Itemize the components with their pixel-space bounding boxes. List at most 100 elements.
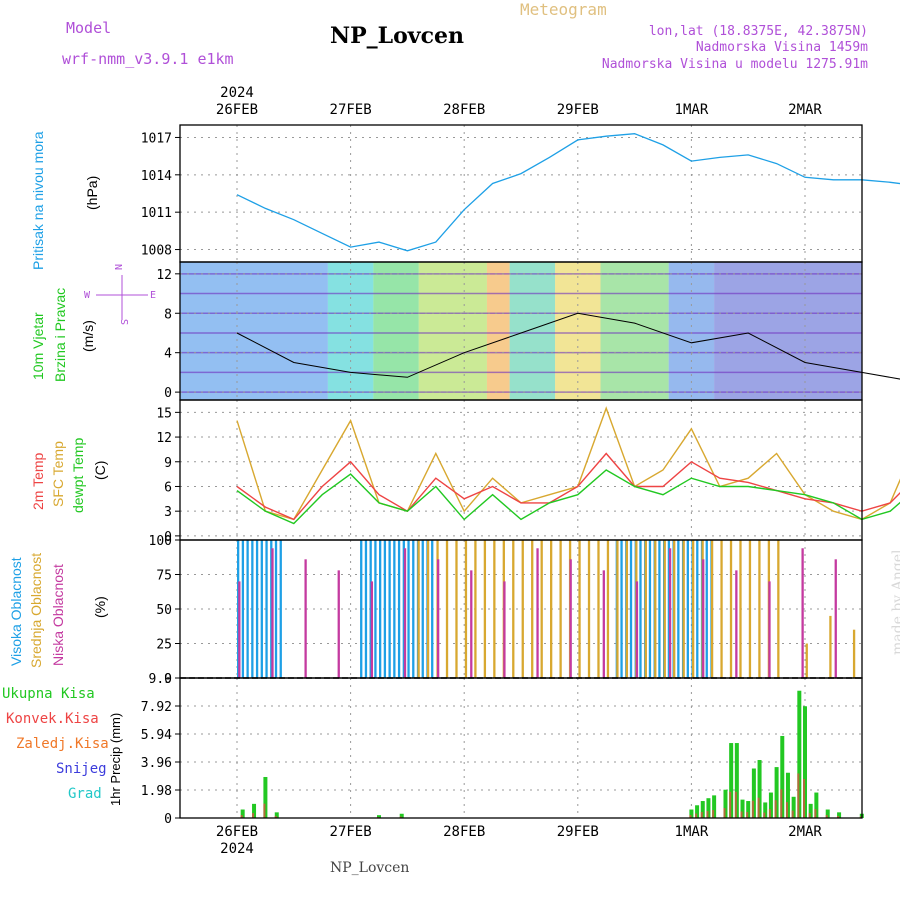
cloud-bar-2-0 [246, 540, 249, 678]
wind-band-4 [486, 262, 510, 400]
lonlat-text: lon,lat (18.8375E, 42.3875N) [648, 24, 868, 39]
cloud-bar-81-0 [620, 540, 623, 678]
cloud-bar-0-2 [238, 581, 241, 678]
wind-band-9 [714, 262, 862, 400]
cloud-bar-94-1 [682, 540, 685, 678]
cloud-bar-90-1 [663, 540, 666, 678]
cloud-bar-5-0 [260, 540, 263, 678]
cloud-bar-76-1 [597, 540, 600, 678]
precip-bar-13 [734, 743, 739, 818]
cloud-bar-38-1 [417, 540, 420, 678]
precip-bar-27 [814, 792, 819, 818]
ytick-label-temp-1: 3 [164, 505, 172, 520]
cloud-bar-58-1 [512, 540, 515, 678]
precip-legend-snow: Snijeg [56, 761, 107, 777]
precip-conv-bar-0 [240, 815, 243, 818]
cloud-bar-86-1 [644, 540, 647, 678]
ytick-label-precip-2: 3.96 [141, 756, 172, 771]
ytick-label-wind-0: 0 [164, 386, 172, 401]
cloud-bar-46-1 [455, 540, 458, 678]
model-label: Model [66, 19, 112, 37]
precip-bar-2 [263, 776, 268, 818]
wind-speed-line [236, 312, 900, 380]
precip-conv-bar-11 [723, 808, 726, 818]
cloud-bar-28-2 [370, 581, 374, 678]
cloud-bar-33-0 [393, 540, 396, 678]
precip-conv-bar-7 [695, 813, 698, 818]
cloud-bar-68-1 [559, 540, 562, 678]
precip-conv-bar-9 [706, 811, 709, 818]
cloud-bar-27-0 [364, 540, 368, 678]
precip-bar-26 [808, 803, 813, 818]
wind-band-3 [418, 262, 487, 400]
dewpt-temp-line [236, 469, 900, 525]
precip-bar-18 [763, 802, 768, 818]
cloud-bar-110-1 [758, 540, 761, 678]
precip-conv-bar-12 [729, 791, 732, 818]
cloud-bar-66-1 [550, 540, 553, 678]
cloud-bar-63-2 [536, 548, 539, 678]
pressure-line [236, 133, 900, 252]
ytick-label-pressure-0: 1008 [141, 244, 172, 259]
sfc-temp-line [236, 406, 900, 521]
precip-bar-29 [837, 812, 842, 818]
precip-conv-bar-19 [768, 809, 771, 818]
precip-bar-1 [252, 803, 257, 818]
precip-bar-6 [689, 809, 694, 818]
cloud-bar-44-1 [445, 540, 449, 678]
wind-band-6 [555, 262, 601, 400]
precip-conv-bar-23 [791, 810, 794, 818]
cloud-bar-49-2 [470, 570, 473, 678]
precip-legend-frz: Zaledj.Kisa [16, 736, 109, 752]
ytick-label-temp-0: 0 [164, 530, 172, 545]
precip-conv-bar-20 [774, 800, 777, 818]
cloud-bar-7-2 [271, 548, 274, 678]
wind-band-0 [180, 262, 328, 400]
cloud-bar-92-1 [673, 540, 676, 678]
date-bottom-2MAR: 2MAR [788, 824, 822, 840]
cloud-bar-119-2 [801, 548, 804, 678]
model-name: wrf-nmm_v3.9.1 e1km [62, 50, 234, 68]
cloud-bar-91-0 [667, 540, 671, 678]
precip-conv-bar-25 [803, 778, 805, 818]
wind-band-5 [509, 262, 556, 400]
cloud-bar-37-0 [412, 540, 415, 678]
precip-conv-bar-2 [263, 803, 266, 818]
cloud-bar-1-0 [241, 540, 245, 678]
cloud-bar-82-1 [625, 540, 629, 678]
precip-conv-bar-21 [780, 789, 783, 818]
precip-conv-bar-10 [712, 810, 715, 818]
precip-bar-12 [729, 743, 734, 818]
precip-bar-9 [706, 798, 711, 818]
cloud-bar-35-2 [403, 548, 407, 678]
cloud-bar-114-1 [777, 540, 780, 678]
cloud-bar-98-2 [702, 559, 705, 678]
ytick-label-temp-4: 12 [156, 431, 172, 446]
panel-frame-pressure [179, 124, 863, 263]
date-bottom-28FEB: 28FEB [443, 824, 485, 840]
cloud-bar-26-0 [360, 540, 363, 678]
cloud-bar-21-2 [337, 570, 340, 678]
cloud-bar-106-1 [739, 540, 742, 678]
precip-bar-16 [751, 768, 756, 818]
cloud-bar-42-2 [437, 559, 440, 678]
precip-bar-20 [774, 767, 779, 818]
ytick-label-cloud-4: 100 [149, 534, 172, 549]
compass-w: W [84, 290, 91, 301]
precip-conv-bar-5 [399, 816, 402, 818]
cloud-bar-14-2 [304, 559, 307, 678]
precip-conv-bar-17 [757, 797, 760, 818]
date-bottom-27FEB: 27FEB [330, 824, 372, 840]
compass-e: E [150, 290, 156, 301]
precip-conv-bar-26 [808, 813, 811, 818]
cloud-bar-104-1 [729, 540, 733, 678]
ytick-label-precip-0: 0 [164, 812, 172, 827]
cloud-bar-40-1 [426, 540, 430, 678]
cloud-bar-87-0 [648, 540, 652, 678]
date-top-28FEB: 28FEB [443, 102, 485, 118]
precip-bar-11 [723, 789, 728, 818]
date-bottom-1MAR: 1MAR [675, 824, 709, 840]
precip-bar-24 [797, 690, 802, 818]
cloud-bar-120-1 [805, 643, 808, 678]
cloud-bar-64-1 [540, 540, 543, 678]
